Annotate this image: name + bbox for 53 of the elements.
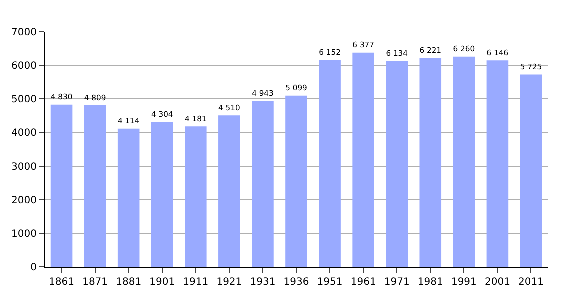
x-tick-label: 1881 [116, 277, 142, 288]
bar [420, 58, 442, 267]
x-tick-label: 1936 [284, 277, 310, 288]
bar [185, 126, 207, 267]
bar [118, 128, 140, 267]
bar [453, 56, 476, 267]
x-tick-label: 1921 [216, 277, 242, 288]
bar [84, 106, 106, 267]
data-label: 6 377 [352, 40, 375, 50]
data-label: 5 725 [520, 62, 542, 72]
data-label: 6 221 [420, 46, 442, 55]
bar [50, 104, 73, 267]
bar [286, 96, 308, 267]
bar [151, 122, 174, 267]
bar [486, 60, 509, 267]
data-label: 4 181 [185, 114, 207, 124]
y-tick-label: 7000 [12, 28, 37, 38]
y-tick-label: 2000 [12, 195, 37, 206]
x-tick-label: 1901 [150, 277, 176, 288]
x-tick-label: 1971 [384, 277, 410, 288]
data-label: 6 260 [453, 44, 476, 54]
y-tick-label: 1000 [12, 228, 37, 240]
y-tick-label: 0 [30, 262, 37, 274]
x-tick-label: 1961 [350, 277, 376, 288]
y-tick-label: 6000 [12, 61, 37, 72]
data-label: 4 809 [84, 93, 106, 102]
y-tick-label: 3000 [12, 162, 37, 173]
x-tick-label: 1871 [82, 277, 108, 288]
data-label: 4 943 [252, 88, 274, 98]
x-tick-label: 1991 [451, 277, 477, 288]
x-tick-label: 1981 [418, 277, 444, 288]
x-tick-label: 1951 [317, 277, 343, 288]
y-tick-label: 5000 [12, 94, 37, 106]
bar [386, 61, 408, 267]
bar [319, 60, 341, 267]
data-label: 6 152 [319, 48, 342, 58]
bar [218, 116, 240, 267]
data-label: 6 134 [386, 48, 408, 58]
data-label: 4 510 [218, 103, 240, 112]
x-tick-label: 1911 [183, 277, 209, 288]
data-label: 4 830 [50, 92, 73, 102]
data-label: 5 099 [286, 84, 308, 93]
y-tick-label: 4000 [12, 128, 37, 140]
data-label: 6 146 [486, 48, 509, 58]
data-label: 4 114 [118, 116, 140, 126]
x-tick-label: 1931 [250, 277, 276, 288]
x-tick-label: 2001 [484, 277, 510, 288]
x-tick-label: 2011 [518, 277, 544, 288]
bar [520, 74, 542, 267]
bar [252, 101, 274, 267]
bar [352, 52, 374, 267]
x-tick-label: 1861 [49, 277, 74, 288]
data-label: 4 304 [151, 110, 174, 120]
